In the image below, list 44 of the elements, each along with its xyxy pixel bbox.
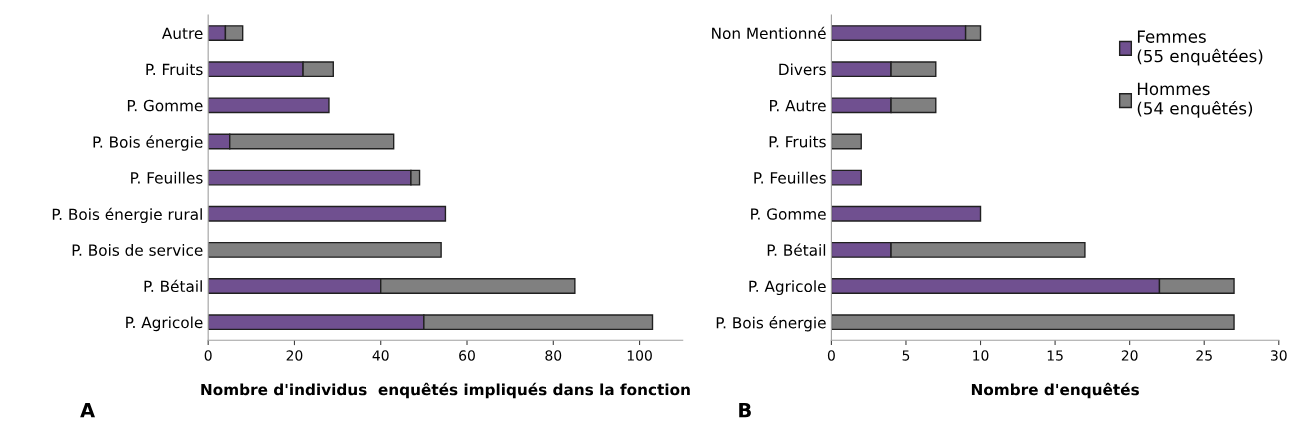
x-tick-label: 80 — [545, 350, 562, 361]
x-tick-label: 10 — [973, 350, 989, 361]
y-tick-label: P. Agricole — [126, 316, 203, 332]
x-tick-label: 0 — [204, 350, 212, 361]
x-axis-title: Nombre d'individus enquêtés impliqués dans la fonction — [201, 382, 690, 399]
y-tick-label: Autre — [161, 27, 203, 40]
y-tick-label: P. Gomme — [127, 99, 203, 112]
y-tick-label: P. Bois énergie — [716, 316, 826, 332]
x-axis-title: Nombre d'enquêtés — [971, 382, 1139, 399]
y-tick-label: P. Bois énergie — [93, 135, 203, 151]
y-tick-label: P. Bois de service — [72, 244, 203, 256]
bar — [831, 205, 982, 222]
y-tick-label: P. Fruits — [769, 135, 826, 148]
text: B — [739, 403, 751, 418]
y-tick-label: Non Mentionné — [712, 26, 826, 40]
legend-label: Hommes (54 enquêtés) — [1137, 82, 1253, 118]
x-tick-label: 20 — [1121, 350, 1138, 361]
y-tick-label: P. Feuilles — [131, 171, 203, 184]
y-tick-label: P. Autre — [770, 100, 826, 112]
x-tick-label: 25 — [1196, 350, 1212, 361]
x-tick-label: 100 — [627, 350, 652, 361]
y-tick-label: P. Bétail — [144, 279, 202, 293]
y-tick-label: P. Agricole — [749, 280, 826, 296]
legend-label: Femmes (55 enquêtées) — [1137, 30, 1263, 66]
bar — [831, 314, 1235, 331]
bar — [208, 205, 447, 222]
x-tick-label: 60 — [459, 350, 475, 361]
x-tick-label: 30 — [1271, 350, 1287, 361]
bar — [831, 133, 862, 150]
y-tick-label: Divers — [779, 63, 826, 76]
y-tick-label: P. Bétail — [767, 243, 826, 256]
text: A — [80, 403, 95, 418]
x-tick-label: 20 — [286, 350, 303, 361]
x-tick-label: 15 — [1047, 350, 1063, 361]
x-tick-label: 0 — [827, 350, 835, 361]
bar — [208, 97, 330, 114]
y-tick-label: P. Bois énergie rural — [52, 207, 202, 224]
y-tick-label: P. Fruits — [146, 63, 203, 76]
x-tick-label: 5 — [902, 350, 910, 361]
y-tick-label: P. Feuilles — [754, 171, 826, 184]
bar — [208, 241, 442, 258]
x-tick-label: 40 — [372, 350, 389, 361]
y-tick-label: P. Gomme — [751, 208, 826, 220]
bar — [831, 169, 862, 186]
